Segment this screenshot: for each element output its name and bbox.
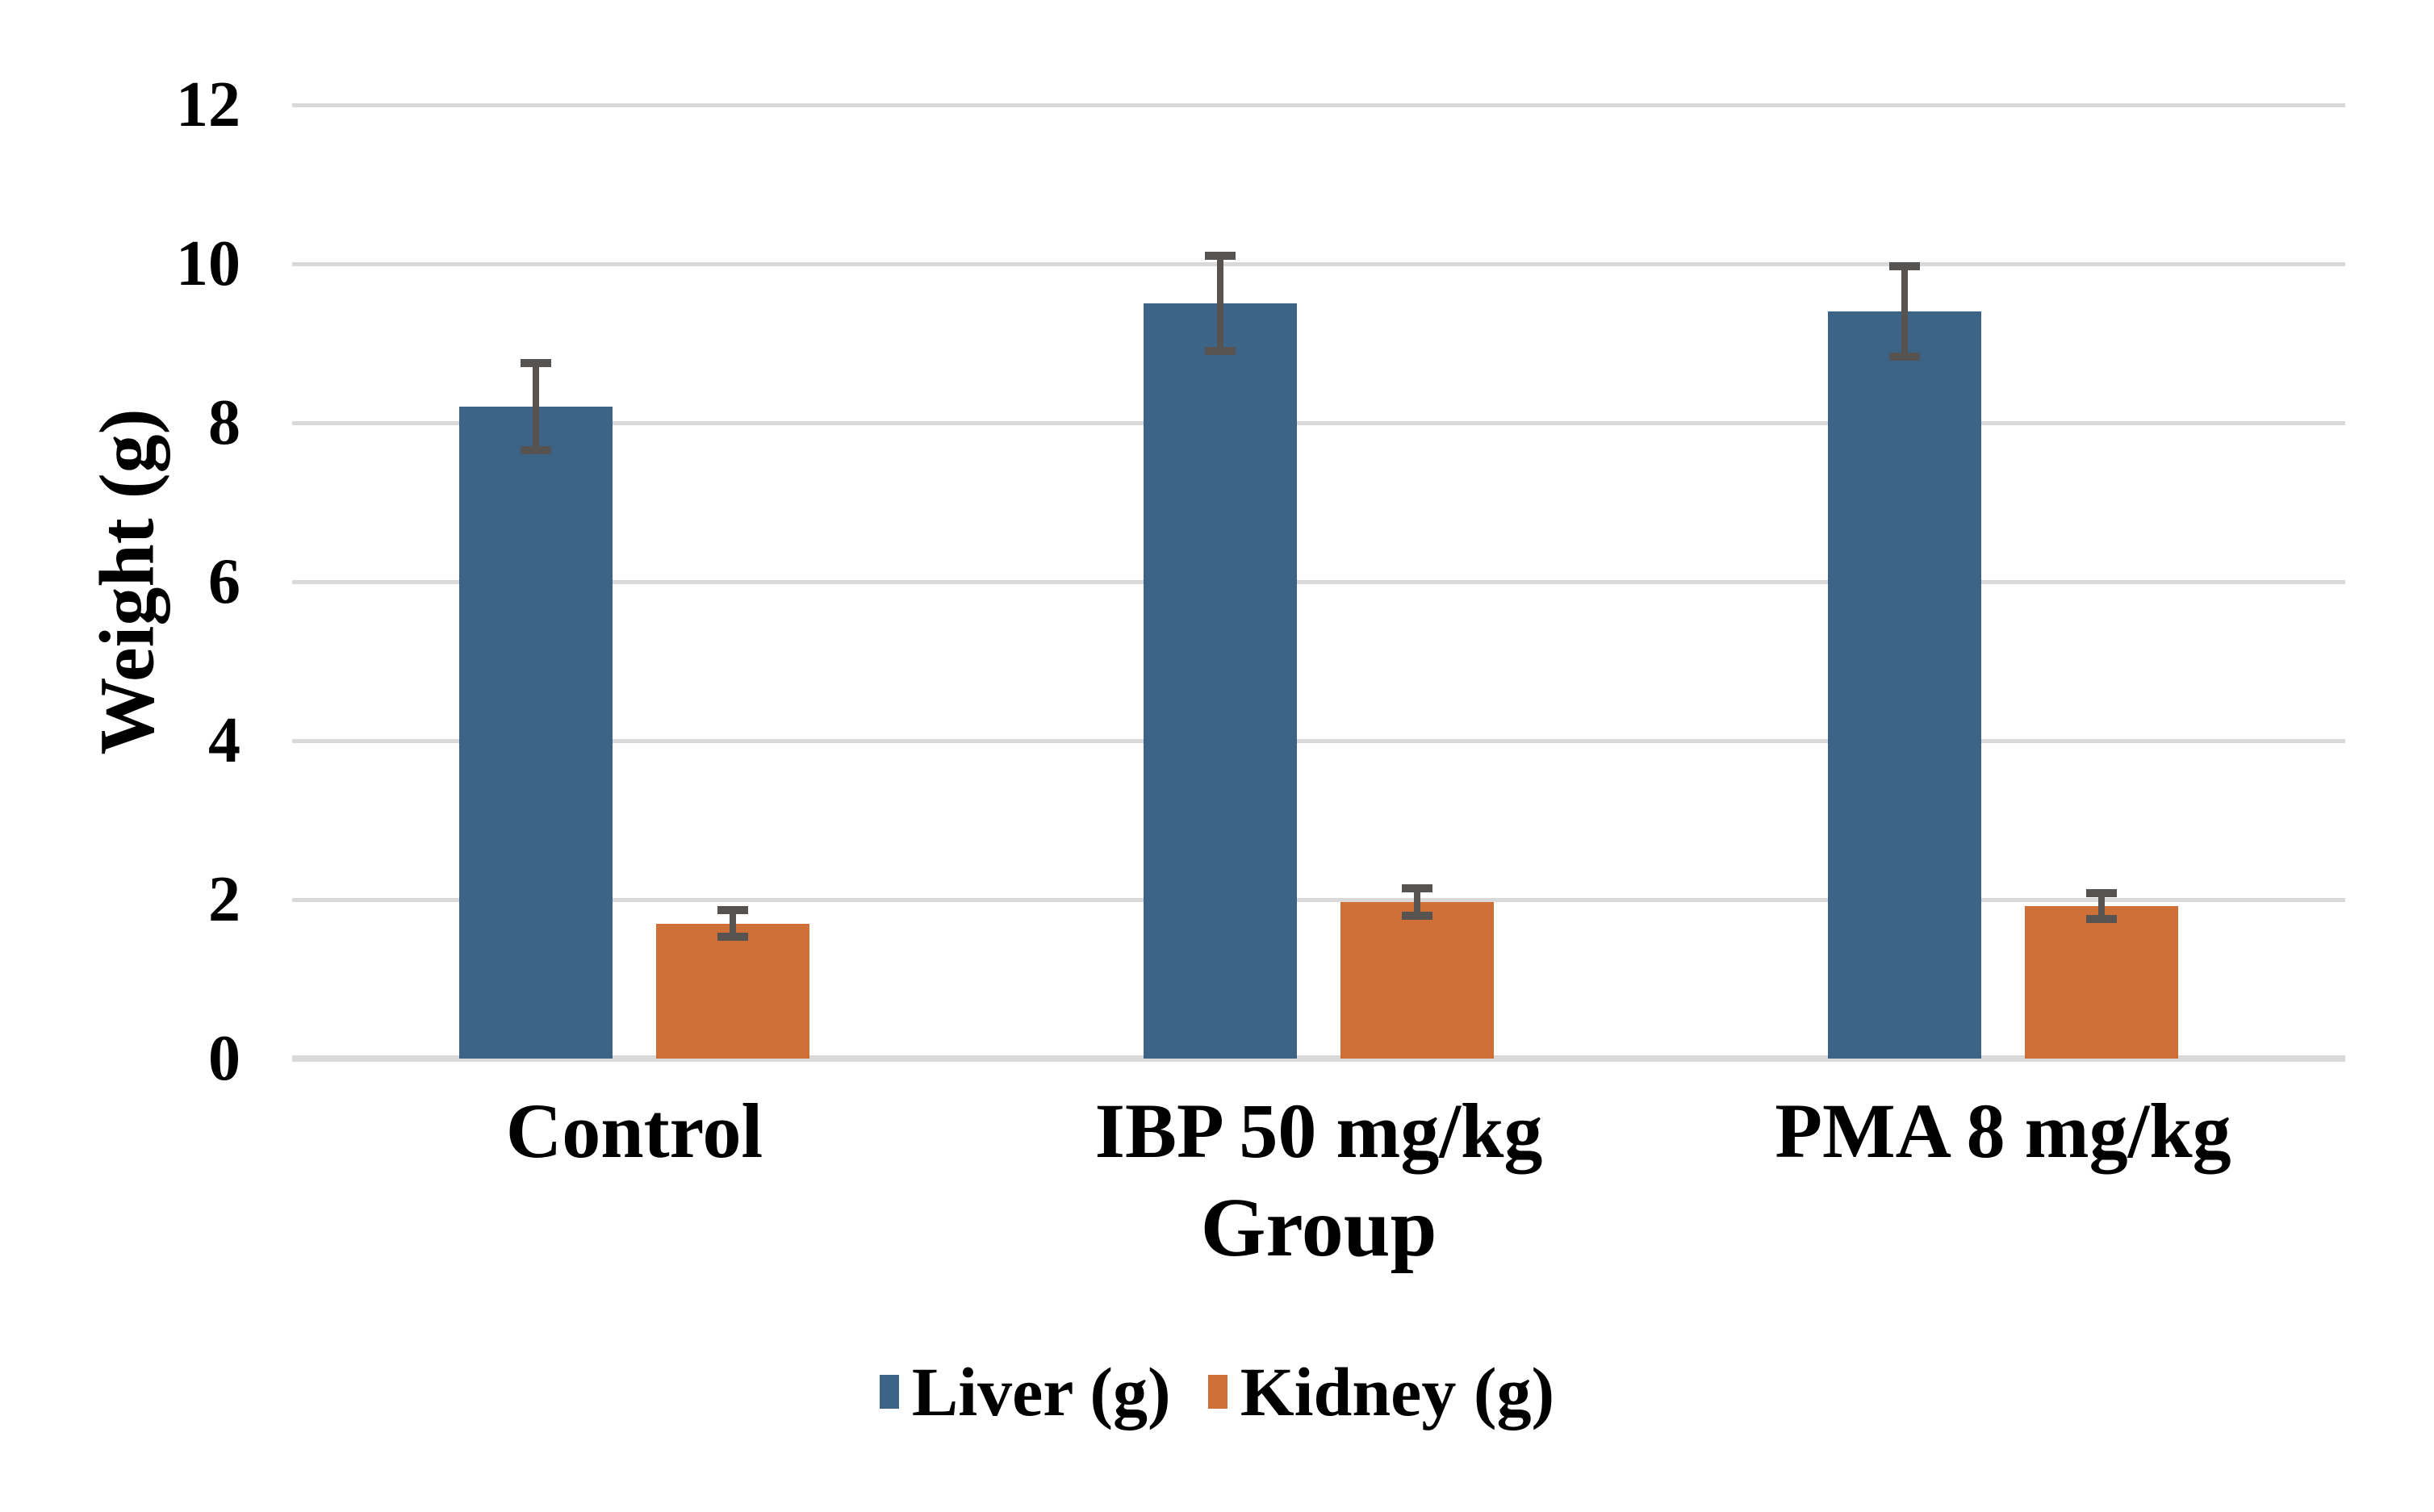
error-cap-bottom bbox=[521, 446, 551, 455]
error-cap-top bbox=[521, 359, 551, 368]
error-cap-top bbox=[1205, 252, 1236, 261]
legend-item-kidney: Kidney (g) bbox=[1207, 1353, 1555, 1431]
x-category-label-2: IBP 50 mg/kg bbox=[1094, 1088, 1543, 1174]
legend: Liver (g) Kidney (g) bbox=[0, 1355, 2434, 1428]
y-tick-label-2: 2 bbox=[208, 864, 240, 935]
error-cap-bottom bbox=[1205, 347, 1236, 356]
error-cap-bottom bbox=[1889, 353, 1920, 361]
bar-kidney-1 bbox=[656, 923, 809, 1059]
error-cap-top bbox=[1889, 261, 1920, 270]
error-bar-liver-3 bbox=[1901, 265, 1908, 357]
legend-swatch-kidney bbox=[1207, 1375, 1227, 1409]
bar-liver-2 bbox=[1144, 303, 1297, 1059]
error-bar-liver-2 bbox=[1217, 256, 1223, 352]
gridline-y-12 bbox=[292, 102, 2345, 107]
gridline-y-6 bbox=[292, 579, 2345, 584]
plot-area bbox=[292, 102, 2345, 1062]
error-bar-kidney-1 bbox=[730, 909, 736, 938]
x-category-label-1: Control bbox=[505, 1088, 763, 1174]
bar-liver-3 bbox=[1828, 311, 1981, 1059]
bar-kidney-3 bbox=[2025, 905, 2178, 1059]
error-cap-top bbox=[717, 905, 748, 914]
gridline-y-10 bbox=[292, 261, 2345, 266]
y-tick-label-0: 0 bbox=[208, 1023, 240, 1094]
error-cap-bottom bbox=[1402, 911, 1432, 920]
legend-label-kidney: Kidney (g) bbox=[1240, 1353, 1555, 1431]
y-tick-label-8: 8 bbox=[208, 387, 240, 458]
x-category-label-3: PMA 8 mg/kg bbox=[1775, 1088, 2231, 1174]
gridline-y-2 bbox=[292, 897, 2345, 902]
legend-item-liver: Liver (g) bbox=[879, 1353, 1171, 1431]
error-bar-kidney-3 bbox=[2098, 893, 2105, 919]
error-cap-top bbox=[2086, 889, 2117, 898]
gridline-y-4 bbox=[292, 738, 2345, 743]
x-axis-title: Group bbox=[1200, 1181, 1437, 1274]
legend-label-liver: Liver (g) bbox=[911, 1353, 1171, 1431]
error-cap-bottom bbox=[2086, 914, 2117, 923]
error-bar-kidney-2 bbox=[1414, 888, 1420, 916]
y-tick-label-12: 12 bbox=[176, 69, 240, 140]
error-cap-top bbox=[1402, 884, 1432, 893]
gridline-y-8 bbox=[292, 420, 2345, 425]
bar-liver-1 bbox=[459, 407, 613, 1059]
y-tick-label-6: 6 bbox=[208, 546, 240, 617]
error-cap-bottom bbox=[717, 933, 748, 942]
legend-swatch-liver bbox=[879, 1375, 899, 1409]
y-tick-label-4: 4 bbox=[208, 705, 240, 776]
gridline-y-0 bbox=[292, 1055, 2345, 1062]
y-tick-label-10: 10 bbox=[176, 228, 240, 299]
error-bar-liver-1 bbox=[533, 363, 539, 451]
bar-kidney-2 bbox=[1340, 901, 1494, 1059]
